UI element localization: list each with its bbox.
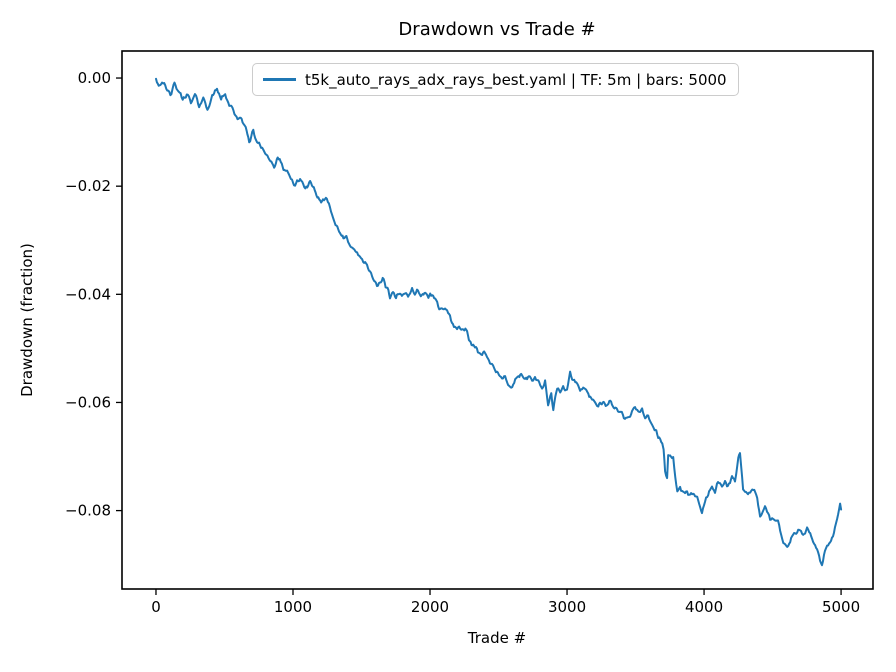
- y-tick-label: 0.00: [78, 69, 111, 87]
- x-tick-label: 0: [151, 598, 161, 616]
- y-tick-label: −0.08: [65, 502, 111, 520]
- chart-title: Drawdown vs Trade #: [398, 19, 596, 40]
- x-tick-label: 2000: [411, 598, 449, 616]
- legend: t5k_auto_rays_adx_rays_best.yaml | TF: 5…: [252, 63, 739, 96]
- drawdown-line: [155, 77, 843, 567]
- y-tick-label: −0.02: [65, 177, 111, 195]
- x-tick-label: 5000: [822, 598, 860, 616]
- x-tick-label: 4000: [685, 598, 723, 616]
- y-tick-label: −0.04: [65, 285, 111, 303]
- x-tick-label: 1000: [274, 598, 312, 616]
- legend-line-sample: [263, 78, 296, 81]
- legend-series-label: t5k_auto_rays_adx_rays_best.yaml | TF: 5…: [305, 70, 727, 89]
- y-axis-label: Drawdown (fraction): [18, 243, 36, 397]
- x-tick-label: 3000: [548, 598, 586, 616]
- x-axis-label: Trade #: [467, 629, 527, 647]
- axes-spines: [121, 50, 874, 590]
- y-tick-label: −0.06: [65, 393, 111, 411]
